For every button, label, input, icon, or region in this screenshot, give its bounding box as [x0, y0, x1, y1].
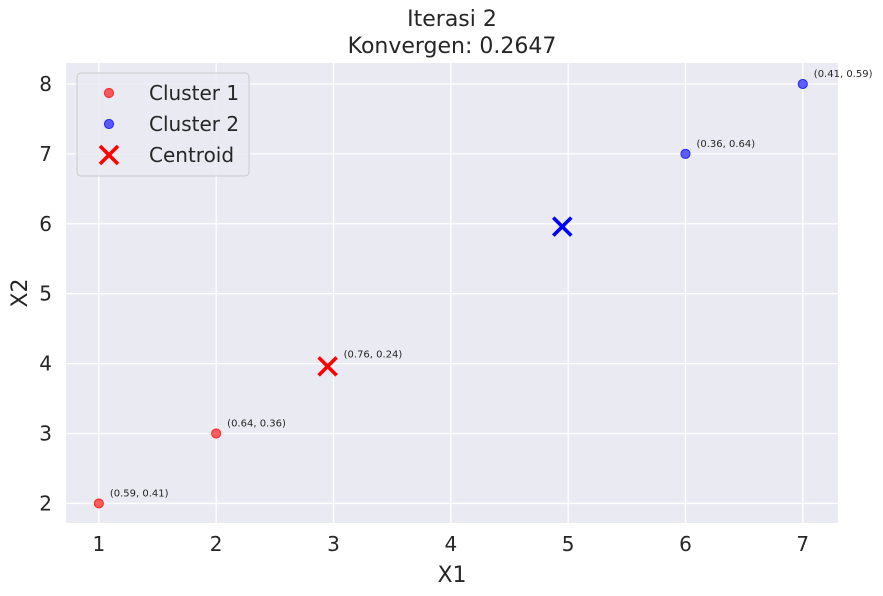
legend-marker [103, 118, 115, 130]
x-tick-label: 4 [444, 532, 457, 556]
data-point [680, 148, 691, 159]
legend: Cluster 1 Cluster 2 Centroid [76, 72, 250, 177]
chart-title-line: Konvergen: 0.2647 [348, 34, 557, 59]
y-axis-label: X2 [8, 278, 33, 307]
point-annotation: (0.41, 0.59) [814, 69, 873, 80]
y-tick-label: 2 [39, 491, 52, 515]
x-axis-label: X1 [437, 563, 466, 588]
point-annotation: (0.64, 0.36) [227, 419, 286, 430]
centroid-markers [317, 216, 573, 377]
chart-title-line: Iterasi 2 [407, 7, 497, 32]
x-tick-labels: 1 2 3 4 5 6 7 [92, 532, 809, 556]
y-tick-labels: 2 3 4 5 6 7 8 [39, 72, 52, 515]
x-tick-label: 2 [210, 532, 223, 556]
legend-marker [98, 144, 120, 166]
data-point [211, 428, 222, 439]
y-tick-label: 7 [39, 142, 52, 166]
data-point [93, 498, 104, 509]
legend-label: Centroid [149, 143, 234, 167]
legend-box [76, 72, 250, 177]
y-tick-label: 6 [39, 212, 52, 236]
legend-marker [103, 87, 115, 99]
x-tick-label: 7 [796, 532, 809, 556]
x-tick-label: 3 [327, 532, 340, 556]
data-points [93, 78, 808, 509]
y-tick-label: 3 [39, 422, 52, 446]
y-tick-label: 5 [39, 282, 52, 306]
centroid-marker [317, 356, 338, 377]
centroid-annotation: (0.76, 0.24) [344, 349, 403, 360]
x-tick-label: 6 [679, 532, 692, 556]
x-tick-label: 1 [92, 532, 105, 556]
x-tick-label: 5 [562, 532, 575, 556]
data-point [797, 78, 808, 90]
point-annotation: (0.36, 0.64) [696, 139, 755, 150]
centroid-marker [552, 216, 573, 237]
point-annotations: (0.59, 0.41) (0.64, 0.36) (0.36, 0.64) (0.4… [110, 69, 873, 499]
grid-lines [66, 63, 838, 523]
legend-label: Cluster 1 [149, 81, 239, 105]
point-annotation: (0.59, 0.41) [110, 488, 169, 499]
y-tick-label: 4 [39, 352, 52, 376]
legend-label: Cluster 2 [149, 112, 239, 136]
y-tick-label: 8 [39, 72, 52, 96]
